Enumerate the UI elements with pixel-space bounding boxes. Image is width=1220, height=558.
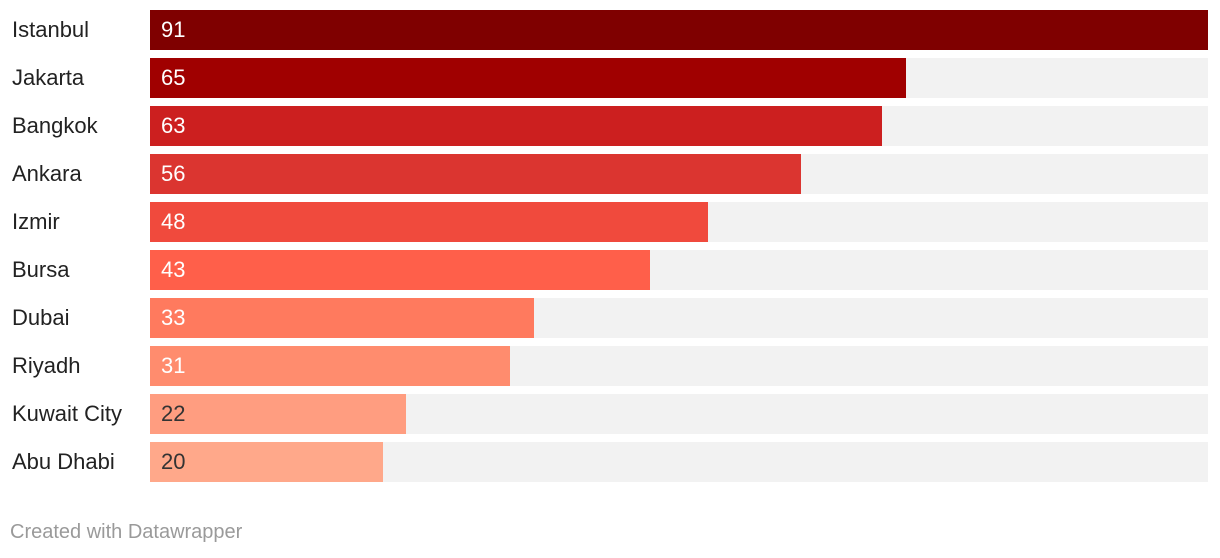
category-label: Bursa <box>12 257 70 282</box>
bar-row: Jakarta 65 <box>0 58 1220 98</box>
bar-track: 33 <box>150 298 1208 338</box>
bar-track: 20 <box>150 442 1208 482</box>
bar-value-label: 20 <box>161 449 186 474</box>
category-label: Riyadh <box>12 353 81 378</box>
bar-value-label: 91 <box>161 17 186 42</box>
bar-track: 48 <box>150 202 1208 242</box>
bar-track: 65 <box>150 58 1208 98</box>
bar: 63 <box>150 106 882 146</box>
category-label: Jakarta <box>12 65 85 90</box>
category-label: Ankara <box>12 161 82 186</box>
category-label: Izmir <box>12 209 60 234</box>
bar-row: Dubai 33 <box>0 298 1220 338</box>
bar-row: Bursa 43 <box>0 250 1220 290</box>
bar-row: Kuwait City 22 <box>0 394 1220 434</box>
bar-track: 43 <box>150 250 1208 290</box>
bar: 33 <box>150 298 534 338</box>
bar: 91 <box>150 10 1208 50</box>
category-label: Bangkok <box>12 113 98 138</box>
bar-chart: Istanbul 91 Jakarta 65 Bangkok 63 Ankara 56 Izmi… <box>0 10 1220 482</box>
bar: 22 <box>150 394 406 434</box>
bar-value-label: 43 <box>161 257 186 282</box>
bar-value-label: 65 <box>161 65 186 90</box>
category-label: Istanbul <box>12 17 90 42</box>
bar-value-label: 33 <box>161 305 186 330</box>
bar: 43 <box>150 250 650 290</box>
bar-row: Riyadh 31 <box>0 346 1220 386</box>
category-label: Kuwait City <box>12 401 123 426</box>
bar-value-label: 48 <box>161 209 186 234</box>
bar-track: 91 <box>150 10 1208 50</box>
bar-row: Ankara 56 <box>0 154 1220 194</box>
bar-value-label: 22 <box>161 401 186 426</box>
bar-track: 56 <box>150 154 1208 194</box>
bar: 56 <box>150 154 801 194</box>
bar-track: 63 <box>150 106 1208 146</box>
category-label: Dubai <box>12 305 70 330</box>
bar-value-label: 63 <box>161 113 186 138</box>
bar: 20 <box>150 442 383 482</box>
category-label: Abu Dhabi <box>12 449 115 474</box>
bar-value-label: 56 <box>161 161 186 186</box>
bar-value-label: 31 <box>161 353 186 378</box>
bar-row: Bangkok 63 <box>0 106 1220 146</box>
bar-row: Abu Dhabi 20 <box>0 442 1220 482</box>
bar: 31 <box>150 346 510 386</box>
datawrapper-credit: Created with Datawrapper <box>10 521 243 543</box>
bar-track: 31 <box>150 346 1208 386</box>
bar: 48 <box>150 202 708 242</box>
bar-row: Istanbul 91 <box>0 10 1220 50</box>
bar-row: Izmir 48 <box>0 202 1220 242</box>
bar-track: 22 <box>150 394 1208 434</box>
bar: 65 <box>150 58 906 98</box>
